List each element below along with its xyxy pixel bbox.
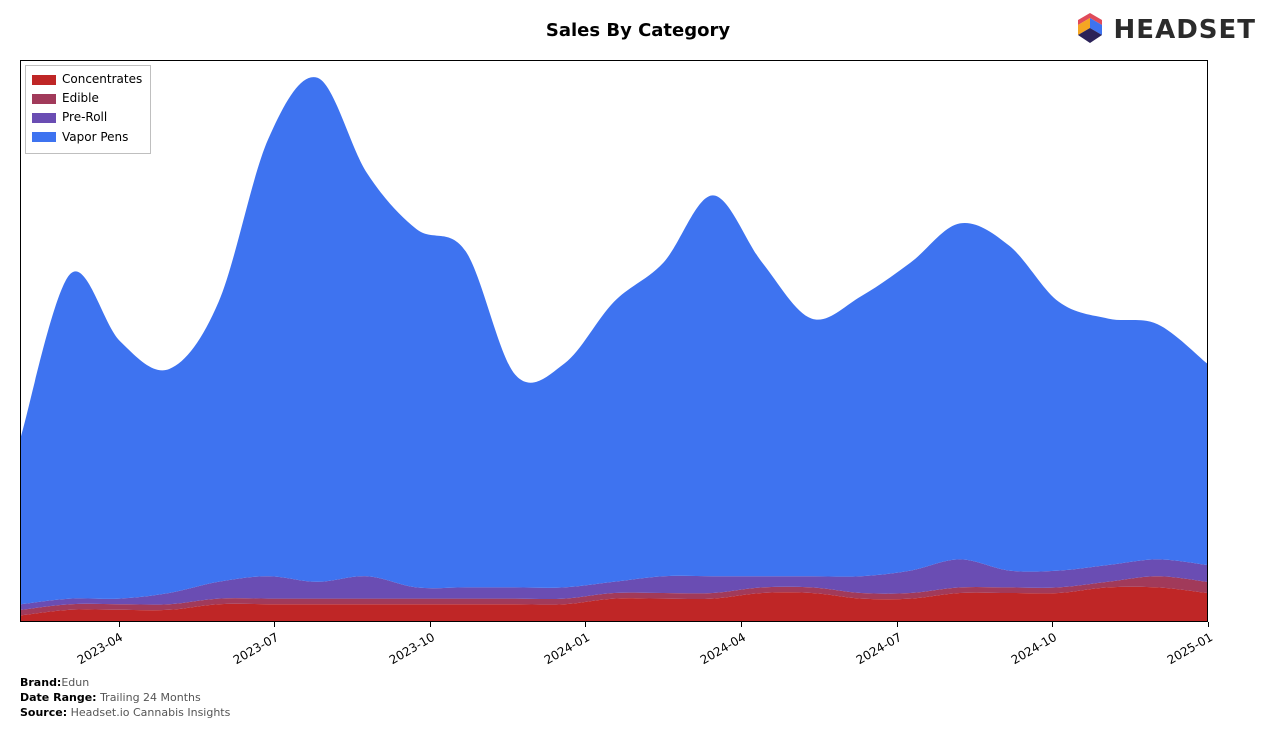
chart-metadata: Brand:Edun Date Range: Trailing 24 Month… <box>20 676 230 721</box>
x-tick-label: 2023-10 <box>386 630 436 667</box>
legend-swatch <box>32 75 56 85</box>
x-tick-label: 2024-10 <box>1009 630 1059 667</box>
logo-icon <box>1072 10 1108 50</box>
x-tick-mark <box>1208 622 1209 627</box>
meta-brand: Brand:Edun <box>20 676 230 691</box>
legend: ConcentratesEdiblePre-RollVapor Pens <box>25 65 151 154</box>
legend-item: Pre-Roll <box>32 108 142 127</box>
x-tick-label: 2025-01 <box>1165 630 1215 667</box>
legend-label: Concentrates <box>62 70 142 89</box>
legend-swatch <box>32 132 56 142</box>
legend-item: Concentrates <box>32 70 142 89</box>
x-tick-mark <box>1052 622 1053 627</box>
x-tick-mark <box>897 622 898 627</box>
x-axis-ticks: 2023-04 2023-07 2023-10 2024-01 2024-04 2024-… <box>20 622 1208 682</box>
legend-label: Vapor Pens <box>62 128 128 147</box>
chart-plot-area: ConcentratesEdiblePre-RollVapor Pens <box>20 60 1208 622</box>
x-tick-mark <box>430 622 431 627</box>
x-tick-mark <box>274 622 275 627</box>
meta-date-range: Date Range: Trailing 24 Months <box>20 691 230 706</box>
legend-swatch <box>32 113 56 123</box>
x-tick-label: 2023-04 <box>75 630 125 667</box>
x-tick-label: 2024-04 <box>698 630 748 667</box>
legend-label: Edible <box>62 89 99 108</box>
legend-swatch <box>32 94 56 104</box>
legend-item: Vapor Pens <box>32 128 142 147</box>
x-tick-mark <box>119 622 120 627</box>
legend-label: Pre-Roll <box>62 108 107 127</box>
area-series <box>21 77 1207 604</box>
x-tick-label: 2023-07 <box>231 630 281 667</box>
headset-logo: HEADSET <box>1072 10 1256 50</box>
x-tick-label: 2024-07 <box>853 630 903 667</box>
x-tick-mark <box>585 622 586 627</box>
x-tick-label: 2024-01 <box>542 630 592 667</box>
x-tick-mark <box>741 622 742 627</box>
meta-source: Source: Headset.io Cannabis Insights <box>20 706 230 721</box>
logo-text: HEADSET <box>1114 15 1256 45</box>
legend-item: Edible <box>32 89 142 108</box>
